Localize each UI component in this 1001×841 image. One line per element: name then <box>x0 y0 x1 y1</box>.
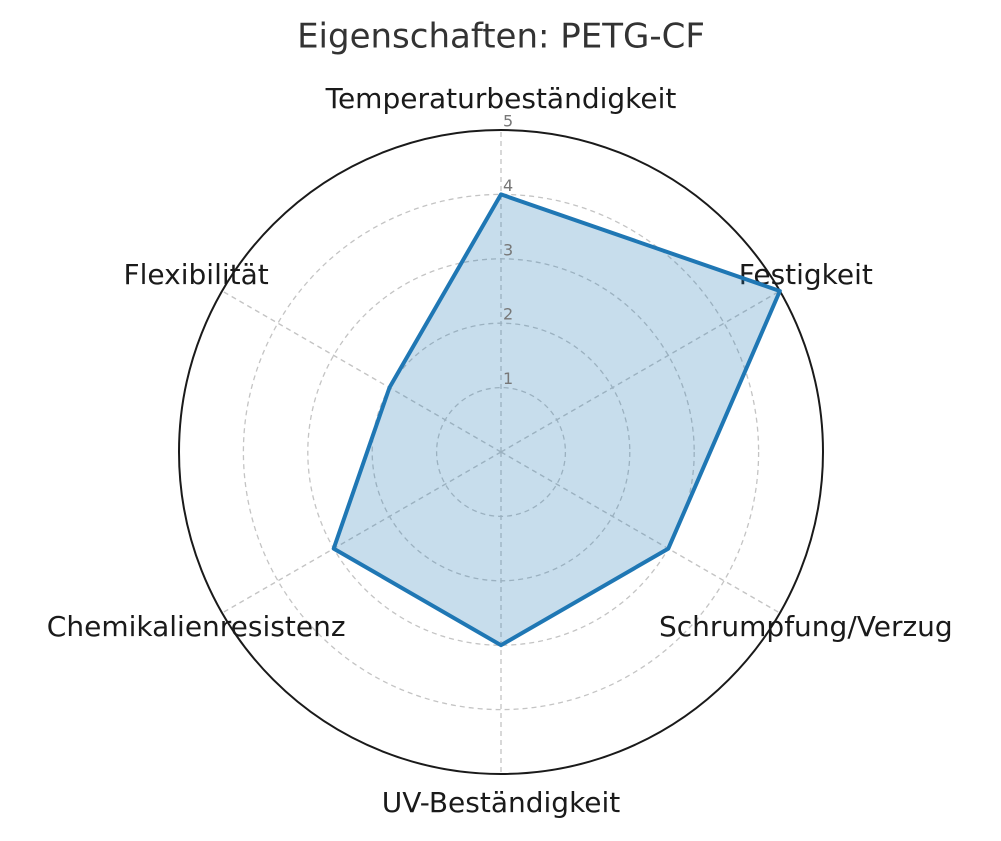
chart-title: Eigenschaften: PETG-CF <box>297 17 705 57</box>
r-tick-label: 2 <box>503 305 513 324</box>
grid-circle <box>242 193 760 711</box>
axis-label: Chemikalienresistenz <box>47 610 346 643</box>
radar-area <box>331 192 782 648</box>
outer-frame <box>178 129 824 775</box>
r-tick-label: 5 <box>503 112 513 131</box>
r-tick-label: 4 <box>503 176 513 195</box>
r-tick-label: 3 <box>503 240 513 259</box>
axis-label: Temperaturbeständigkeit <box>325 82 677 115</box>
axis-label: Schrumpfung/Verzug <box>659 610 953 643</box>
r-tick-label: 1 <box>503 369 513 388</box>
axis-label: UV-Beständigkeit <box>382 786 621 819</box>
axis-label: Flexibilität <box>124 258 269 291</box>
